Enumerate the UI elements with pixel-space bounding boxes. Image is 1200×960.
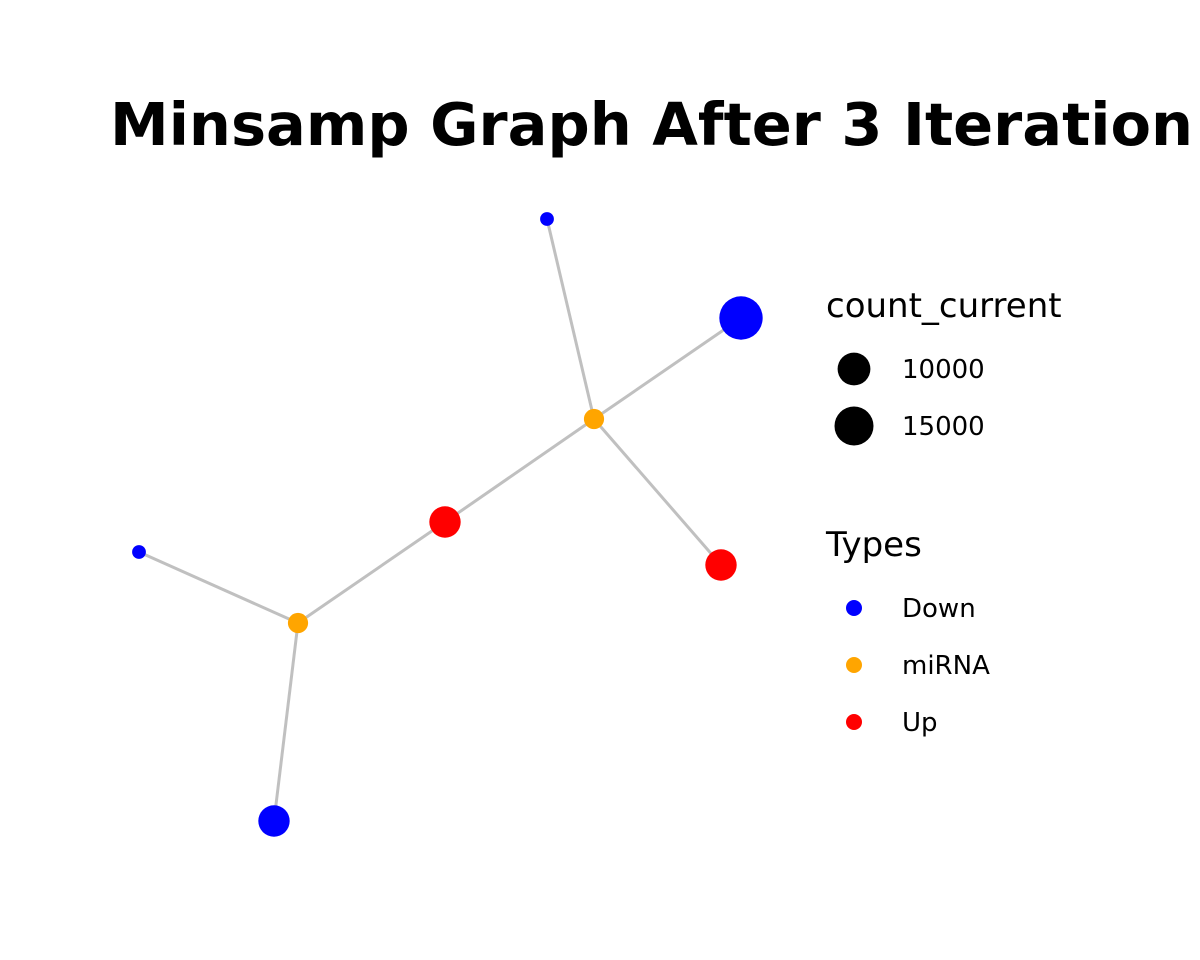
chart-title: Minsamp Graph After 3 Iteration xyxy=(110,90,1194,159)
graph-node-up xyxy=(429,506,461,538)
color-legend-key-down xyxy=(846,600,862,616)
size-legend-title: count_current xyxy=(826,286,1062,326)
graph-edge-7 xyxy=(272,622,300,822)
size-legend-label-15000: 15000 xyxy=(902,412,985,442)
graph-node-down xyxy=(719,296,763,340)
graph-node-down xyxy=(540,212,554,226)
graph-node-down xyxy=(132,545,146,559)
graph-node-up xyxy=(705,549,737,581)
graph-node-mirna xyxy=(583,408,605,430)
color-legend-title: Types xyxy=(825,525,922,565)
graph-edge-4 xyxy=(592,418,723,566)
edges-layer xyxy=(138,218,742,822)
graph-edge-2 xyxy=(593,316,742,421)
graph-node-down xyxy=(258,805,290,837)
size-legend: count_current 10000 15000 xyxy=(826,286,1062,446)
size-legend-key-15000 xyxy=(834,406,874,446)
color-legend-key-mirna xyxy=(846,657,862,673)
color-legend-label-down: Down xyxy=(902,594,976,624)
graph-edge-6 xyxy=(138,550,299,625)
graph-edge-5 xyxy=(297,520,446,625)
graph-edge-1 xyxy=(545,218,596,420)
color-legend-key-up xyxy=(846,714,862,730)
size-legend-label-10000: 10000 xyxy=(902,355,985,385)
nodes-layer xyxy=(132,212,763,837)
graph-node-mirna xyxy=(287,612,309,634)
graph-edge-3 xyxy=(444,417,595,524)
color-legend-label-up: Up xyxy=(902,708,938,738)
size-legend-key-10000 xyxy=(837,352,871,386)
color-legend: Types Down miRNA Up xyxy=(825,525,990,738)
color-legend-label-mirna: miRNA xyxy=(902,651,990,681)
